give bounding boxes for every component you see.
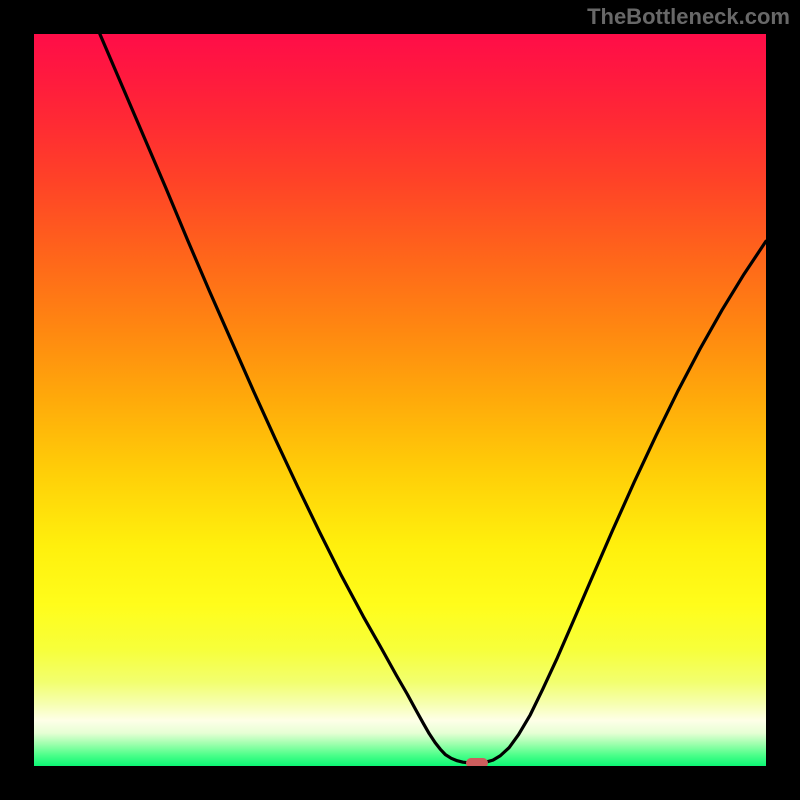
bottleneck-curve: [34, 34, 766, 766]
optimum-marker: [466, 758, 488, 766]
watermark-text: TheBottleneck.com: [587, 4, 790, 30]
plot-area: [34, 34, 766, 766]
curve-path: [100, 34, 766, 763]
chart-container: TheBottleneck.com: [0, 0, 800, 800]
